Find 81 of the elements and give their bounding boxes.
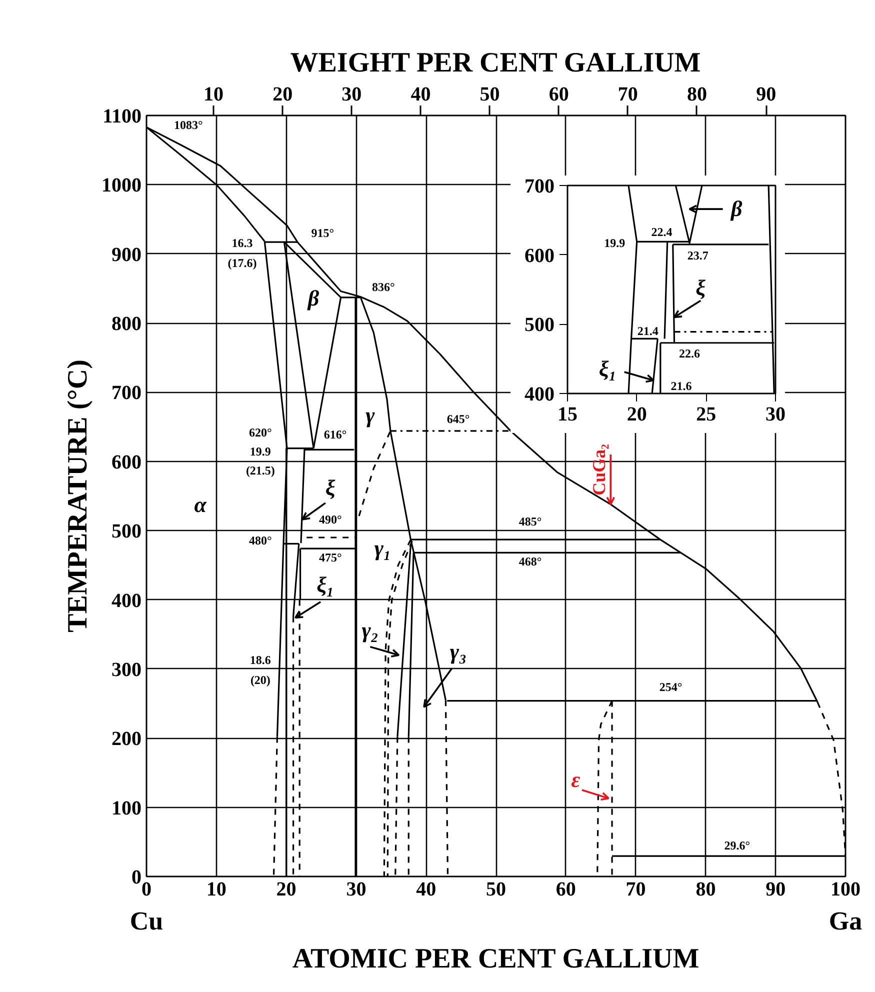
annotation: γ₃ — [450, 639, 467, 664]
x2-tick-label: 60 — [548, 84, 569, 106]
x-tick-label: 60 — [556, 878, 576, 900]
annotation: 485° — [518, 514, 542, 529]
annotation: γ₂ — [362, 618, 379, 643]
annotation: (21.5) — [246, 463, 275, 478]
x-tick-label: 80 — [696, 878, 716, 900]
annotation: 254° — [659, 680, 682, 694]
y-tick-label: 400 — [524, 384, 554, 406]
annotation: 21.6 — [670, 378, 692, 393]
annotation: α — [194, 492, 208, 517]
x2-tick-label: 20 — [272, 84, 293, 106]
annotation: ξ — [696, 274, 706, 300]
annotation: 22.4 — [651, 224, 672, 239]
y-tick-label: 500 — [524, 314, 554, 336]
annotation: 22.6 — [679, 346, 700, 360]
x2-tick-label: 40 — [410, 84, 431, 106]
y-tick-label: 1000 — [102, 174, 142, 197]
x-tick-label: 30 — [346, 878, 366, 900]
annotation: ε — [571, 767, 580, 792]
annotation: 620° — [249, 425, 272, 440]
annotation: 29.6° — [724, 838, 750, 852]
x-tick-label: 25 — [696, 404, 716, 426]
annotation: 490° — [318, 512, 342, 527]
y-tick-label: 500 — [112, 520, 142, 543]
annotation: 836° — [372, 280, 396, 294]
y-tick-label: 200 — [112, 728, 142, 750]
annotation: 480° — [249, 533, 272, 548]
annotation: 1083° — [174, 118, 204, 132]
x2-tick-label: 50 — [480, 84, 500, 106]
annotation: γ₁ — [374, 535, 392, 560]
x-tick-label: 20 — [276, 878, 296, 900]
y-tick-label: 300 — [112, 658, 142, 681]
y-tick-label: 800 — [112, 313, 142, 336]
annotation: 468° — [518, 554, 542, 569]
annotation: 475° — [318, 550, 342, 565]
x-tick-label: 40 — [416, 878, 436, 900]
y-tick-label: 900 — [112, 244, 142, 266]
x2-axis-title: WEIGHT PER CENT GALLIUM — [290, 48, 701, 78]
y-axis-title: TEMPERATURE (°C) — [62, 360, 94, 632]
x-tick-label: 30 — [766, 404, 786, 426]
y-tick-label: 600 — [112, 451, 142, 474]
y-tick-label: 700 — [112, 382, 142, 404]
x-tick-label: 90 — [766, 878, 786, 900]
x2-tick-label: 30 — [342, 84, 362, 106]
x-tick-label: 20 — [626, 404, 647, 426]
x2-tick-label: 70 — [618, 84, 638, 106]
annotation: 18.6 — [250, 652, 271, 667]
y-tick-label: 400 — [112, 590, 142, 612]
annotation: (20) — [250, 673, 270, 688]
annotation: 915° — [311, 226, 334, 240]
annotation: ξ — [325, 475, 336, 500]
annotation: 16.3 — [232, 236, 253, 250]
annotation: ξ₁ — [598, 356, 616, 382]
x-tick-label: 15 — [558, 404, 578, 426]
x-tick-label: 70 — [626, 878, 646, 900]
annotation: 23.7 — [687, 248, 708, 263]
x-axis-title: ATOMIC PER CENT GALLIUM — [292, 944, 700, 974]
y-tick-label: 1100 — [102, 106, 142, 128]
annotation: 21.4 — [637, 324, 658, 338]
y-tick-label: 600 — [524, 244, 554, 267]
x-tick-label: 50 — [486, 878, 506, 900]
y-tick-label: 700 — [524, 176, 554, 198]
annotation: 645° — [446, 412, 470, 426]
annotation: 19.9 — [604, 236, 626, 250]
annotation: CuGa₂ — [588, 444, 609, 496]
x-tick-label: 10 — [206, 878, 226, 900]
annotation: β — [306, 286, 320, 311]
x-tick-label: 100 — [830, 878, 860, 900]
annotation: γ — [366, 402, 376, 428]
text: Ga — [828, 906, 862, 936]
annotation: β — [730, 196, 744, 221]
annotation: (17.6) — [228, 256, 257, 270]
y-tick-label: 100 — [112, 797, 142, 820]
x2-tick-label: 90 — [756, 84, 776, 106]
x2-tick-label: 10 — [204, 84, 224, 106]
annotation: 616° — [324, 427, 347, 442]
annotation: ξ₁ — [316, 572, 334, 598]
x2-tick-label: 80 — [686, 84, 707, 106]
annotation: 19.9 — [250, 444, 271, 459]
text: Cu — [130, 906, 164, 936]
